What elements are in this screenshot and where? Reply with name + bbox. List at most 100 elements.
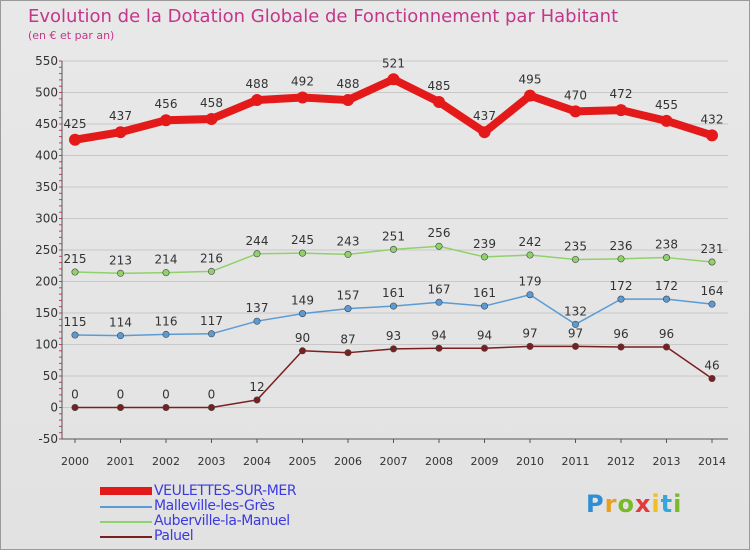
data-label: 46 [704,359,719,373]
data-point [617,295,625,303]
data-point [571,342,579,350]
data-point [71,268,79,276]
x-tick-label: 2004 [243,455,271,468]
data-label: 97 [522,326,537,340]
data-point [478,126,491,139]
y-tick-label: 400 [35,149,58,163]
x-tick-label: 2002 [152,455,180,468]
legend-swatch-malleville [100,506,152,508]
chart-title: Evolution de la Dotation Globale de Fonc… [28,6,619,27]
data-label: 12 [249,380,264,394]
data-label: 488 [337,77,360,91]
data-point [298,249,306,257]
data-point [526,251,534,259]
data-point [69,133,81,146]
data-point [298,310,306,318]
data-label: 495 [519,73,542,87]
data-label: 117 [200,314,223,328]
data-label: 215 [64,252,87,266]
data-label: 157 [337,289,360,303]
data-point [208,403,216,411]
data-point [708,375,716,383]
data-point [480,302,488,310]
data-label: 256 [428,226,451,240]
data-label: 437 [109,109,132,123]
data-label: 231 [701,242,724,256]
data-point [662,295,670,303]
y-tick-label: 300 [35,212,58,226]
data-point [160,114,172,127]
data-label: 96 [659,327,674,341]
data-label: 115 [64,315,87,329]
data-point [253,396,261,404]
data-label: 458 [200,96,223,110]
y-tick-label: 50 [43,369,58,383]
data-label: 161 [473,286,496,300]
data-point [387,73,400,86]
data-point [662,254,670,262]
data-label: 179 [519,275,542,289]
data-point [253,250,261,258]
data-label: 472 [610,87,633,101]
x-tick-label: 2014 [698,455,726,468]
data-point [480,253,488,261]
data-label: 488 [246,77,269,91]
data-label: 470 [564,88,587,102]
x-tick-label: 2008 [425,455,453,468]
data-label: 521 [382,56,405,70]
data-point [344,250,352,258]
data-label: 235 [564,239,587,253]
data-label: 164 [701,284,724,298]
data-point [526,342,534,350]
legend-swatch-paluel [100,536,152,538]
data-label: 0 [208,388,216,402]
data-point [617,255,625,263]
data-point [617,343,625,351]
data-label: 0 [117,388,125,402]
legend-label-malleville: Malleville-les-Grès [154,498,275,514]
data-label: 425 [64,117,87,131]
y-tick-label: -50 [38,432,58,446]
data-point [662,343,670,351]
data-label: 0 [71,388,79,402]
x-tick-label: 2011 [562,455,590,468]
data-label: 251 [382,229,405,243]
data-point [569,105,582,118]
data-point [524,89,536,102]
data-label: 116 [155,314,178,328]
data-point [296,91,309,104]
data-label: 149 [291,294,314,308]
x-tick-label: 2009 [471,455,499,468]
data-label: 137 [246,301,269,315]
x-tick-label: 2001 [107,455,135,468]
y-tick-label: 200 [35,275,58,289]
data-point [117,403,125,411]
data-label: 0 [162,388,170,402]
data-point [433,95,445,108]
data-label: 242 [519,235,542,249]
y-tick-label: 250 [35,243,58,257]
data-point [435,344,443,352]
data-point [435,298,443,306]
proxiti-logo: Proxiti [586,490,683,518]
data-point [344,305,352,313]
data-point [571,320,579,328]
data-point [389,302,397,310]
legend-swatch-auberville [100,521,152,523]
data-point [71,403,79,411]
data-label: 216 [200,251,223,265]
y-tick-label: 0 [50,401,58,415]
data-label: 96 [613,327,628,341]
data-point [526,291,534,299]
data-point [660,114,673,127]
y-tick-label: 350 [35,180,58,194]
data-label: 161 [382,286,405,300]
data-label: 245 [291,233,314,247]
data-point [298,347,306,355]
data-label: 456 [155,97,178,111]
x-tick-label: 2010 [516,455,544,468]
data-point [706,129,718,142]
data-label: 214 [155,253,178,267]
data-label: 455 [655,98,678,112]
